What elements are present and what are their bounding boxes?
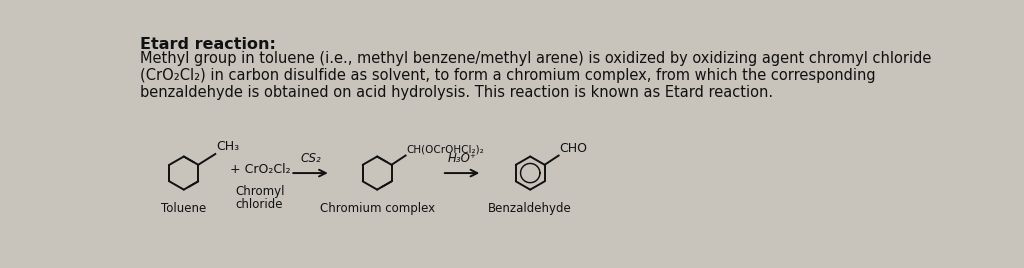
Text: CH₃: CH₃ — [216, 140, 240, 153]
Text: Methyl group in toluene (i.e., methyl benzene/methyl arene) is oxidized by oxidi: Methyl group in toluene (i.e., methyl be… — [139, 51, 931, 66]
Text: CS₂: CS₂ — [300, 152, 321, 165]
Text: Benzaldehyde: Benzaldehyde — [488, 202, 572, 215]
Text: Toluene: Toluene — [161, 202, 207, 215]
Text: + CrO₂Cl₂: + CrO₂Cl₂ — [230, 163, 291, 176]
Text: chloride: chloride — [236, 198, 283, 211]
Text: CH(OCrOHCl₂)₂: CH(OCrOHCl₂)₂ — [407, 145, 484, 155]
Text: benzaldehyde is obtained on acid hydrolysis. This reaction is known as Etard rea: benzaldehyde is obtained on acid hydroly… — [139, 84, 773, 99]
Text: Chromium complex: Chromium complex — [319, 202, 435, 215]
Text: Chromyl: Chromyl — [236, 185, 285, 198]
Text: CHO: CHO — [559, 142, 588, 155]
Text: (CrO₂Cl₂) in carbon disulfide as solvent, to form a chromium complex, from which: (CrO₂Cl₂) in carbon disulfide as solvent… — [139, 68, 876, 83]
Text: Etard reaction:: Etard reaction: — [139, 37, 275, 52]
Text: H₃O⁺: H₃O⁺ — [447, 152, 476, 165]
